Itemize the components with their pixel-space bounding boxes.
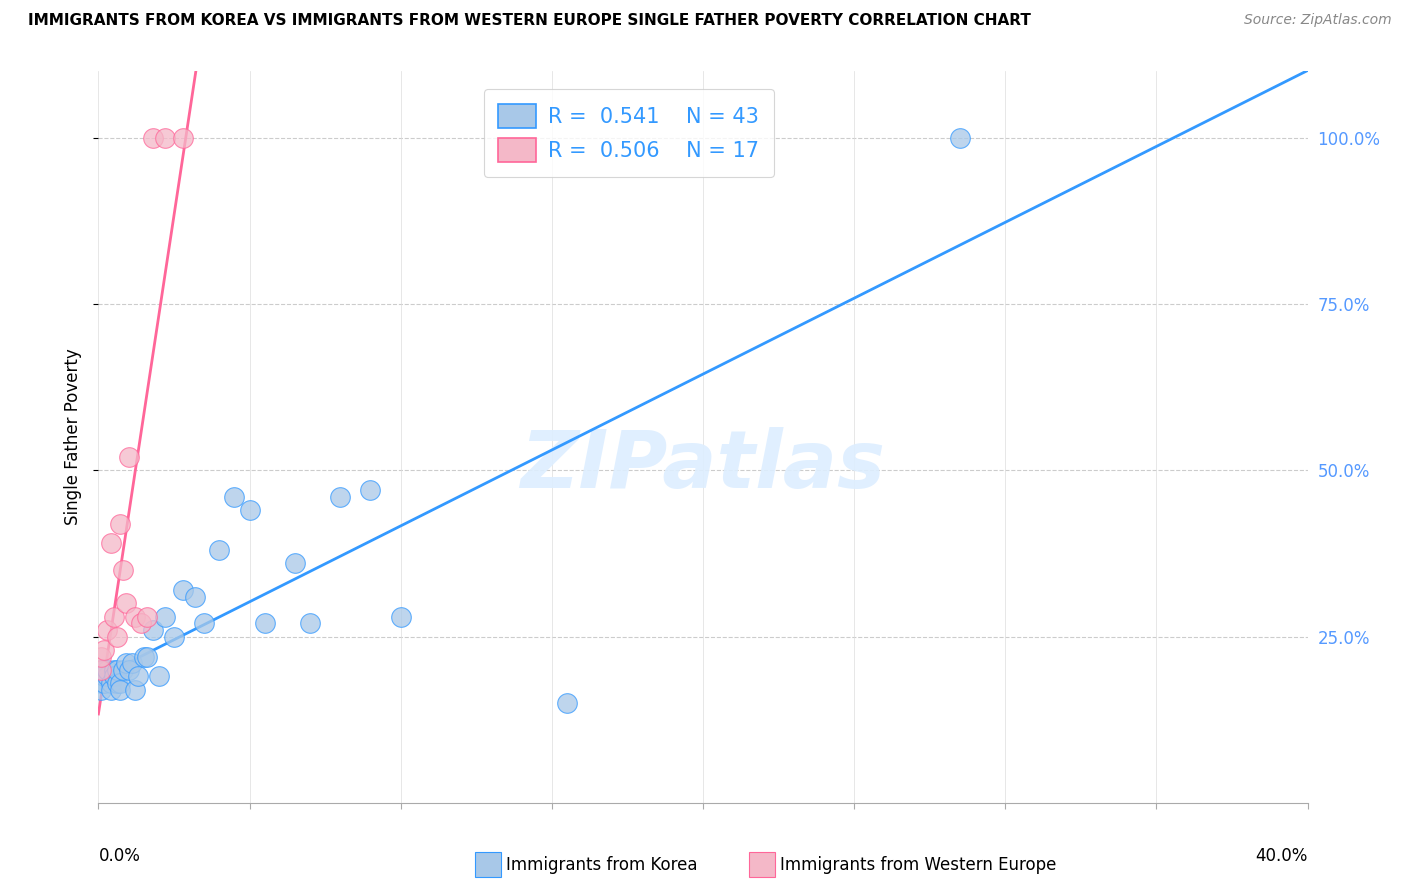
Point (118, 663, 141, 677)
Text: 40.0%: 40.0% (1256, 847, 1308, 864)
Point (93, 676, 115, 690)
Text: Immigrants from Western Europe: Immigrants from Western Europe (780, 856, 1057, 874)
Point (103, 663, 125, 677)
Point (172, 131, 194, 145)
Point (329, 490, 352, 504)
Point (90, 682, 112, 697)
Point (208, 543, 231, 558)
Point (135, 609, 157, 624)
Point (253, 616, 276, 631)
Point (284, 557, 307, 571)
Point (93, 643, 115, 657)
Text: Source: ZipAtlas.com: Source: ZipAtlas.com (1244, 13, 1392, 28)
Text: 0.0%: 0.0% (98, 847, 141, 864)
Point (555, 696, 578, 710)
Point (121, 656, 143, 670)
Point (124, 609, 146, 624)
Point (105, 676, 128, 690)
Legend: R =  0.541    N = 43, R =  0.506    N = 17: R = 0.541 N = 43, R = 0.506 N = 17 (484, 89, 773, 177)
Point (96, 669, 118, 683)
Point (90, 663, 112, 677)
Point (299, 616, 322, 631)
Point (129, 616, 152, 631)
Point (224, 490, 246, 504)
Point (389, 609, 412, 624)
Point (111, 563, 134, 577)
Point (96, 623, 118, 637)
Point (96, 663, 118, 677)
Point (90, 676, 112, 690)
Point (124, 682, 146, 697)
Point (127, 669, 149, 683)
Point (100, 682, 122, 697)
Point (142, 623, 165, 637)
Point (96, 663, 118, 677)
Text: Immigrants from Korea: Immigrants from Korea (506, 856, 697, 874)
Point (184, 590, 207, 604)
Point (360, 483, 382, 498)
Point (93, 663, 115, 677)
Point (193, 616, 215, 631)
Point (142, 131, 165, 145)
Point (105, 663, 128, 677)
Point (105, 630, 128, 644)
Point (114, 596, 136, 610)
Point (93, 669, 115, 683)
Point (148, 669, 170, 683)
Point (135, 649, 157, 664)
Point (90, 649, 112, 664)
Point (100, 676, 122, 690)
Point (108, 516, 131, 531)
Point (153, 131, 176, 145)
Point (114, 656, 136, 670)
Point (108, 682, 131, 697)
Text: ZIPatlas: ZIPatlas (520, 427, 886, 506)
Point (100, 536, 122, 550)
Point (103, 609, 125, 624)
Point (153, 609, 176, 624)
Point (239, 503, 262, 517)
Point (132, 649, 155, 664)
Point (111, 663, 134, 677)
Point (949, 131, 972, 145)
Point (103, 669, 125, 683)
Point (90, 663, 112, 677)
Point (172, 582, 194, 597)
Y-axis label: Single Father Poverty: Single Father Poverty (65, 349, 83, 525)
Point (118, 450, 141, 464)
Point (163, 630, 186, 644)
Point (108, 676, 131, 690)
Text: IMMIGRANTS FROM KOREA VS IMMIGRANTS FROM WESTERN EUROPE SINGLE FATHER POVERTY CO: IMMIGRANTS FROM KOREA VS IMMIGRANTS FROM… (28, 13, 1031, 29)
